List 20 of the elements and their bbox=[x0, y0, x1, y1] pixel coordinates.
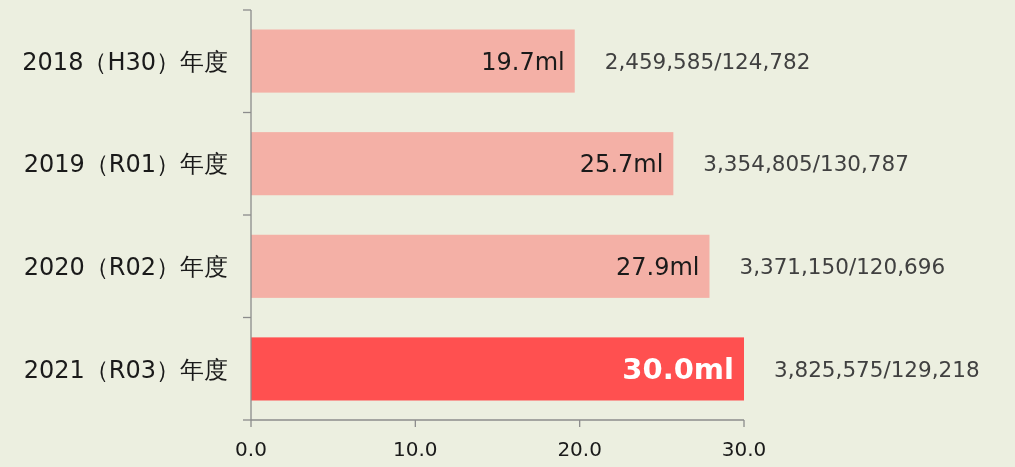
x-tick-label: 10.0 bbox=[393, 437, 438, 461]
bar bbox=[251, 132, 674, 196]
bar bbox=[251, 337, 744, 401]
x-tick-label: 20.0 bbox=[557, 437, 602, 461]
annotation: 2,459,585/124,782 bbox=[604, 48, 811, 74]
x-tick-label: 30.0 bbox=[721, 437, 767, 461]
data-label: 27.9ml bbox=[616, 252, 700, 281]
annotation: 3,354,805/130,787 bbox=[703, 151, 909, 177]
y-tick-label: 2021（R03）年度 bbox=[23, 355, 228, 384]
y-tick-label: 2020（R02）年度 bbox=[23, 252, 228, 281]
bar bbox=[251, 29, 575, 93]
data-label: 25.7ml bbox=[579, 150, 664, 179]
y-tick-label: 2018（H30）年度 bbox=[22, 47, 228, 76]
annotation: 3,825,575/129,218 bbox=[774, 356, 980, 382]
x-tick-label: 0.0 bbox=[235, 437, 267, 461]
data-label: 30.0ml bbox=[622, 352, 734, 387]
data-label: 19.7ml bbox=[481, 47, 565, 76]
y-tick-label: 2019（R01）年度 bbox=[23, 150, 228, 179]
annotation: 3,371,150/120,696 bbox=[739, 254, 946, 280]
bar bbox=[251, 234, 710, 298]
